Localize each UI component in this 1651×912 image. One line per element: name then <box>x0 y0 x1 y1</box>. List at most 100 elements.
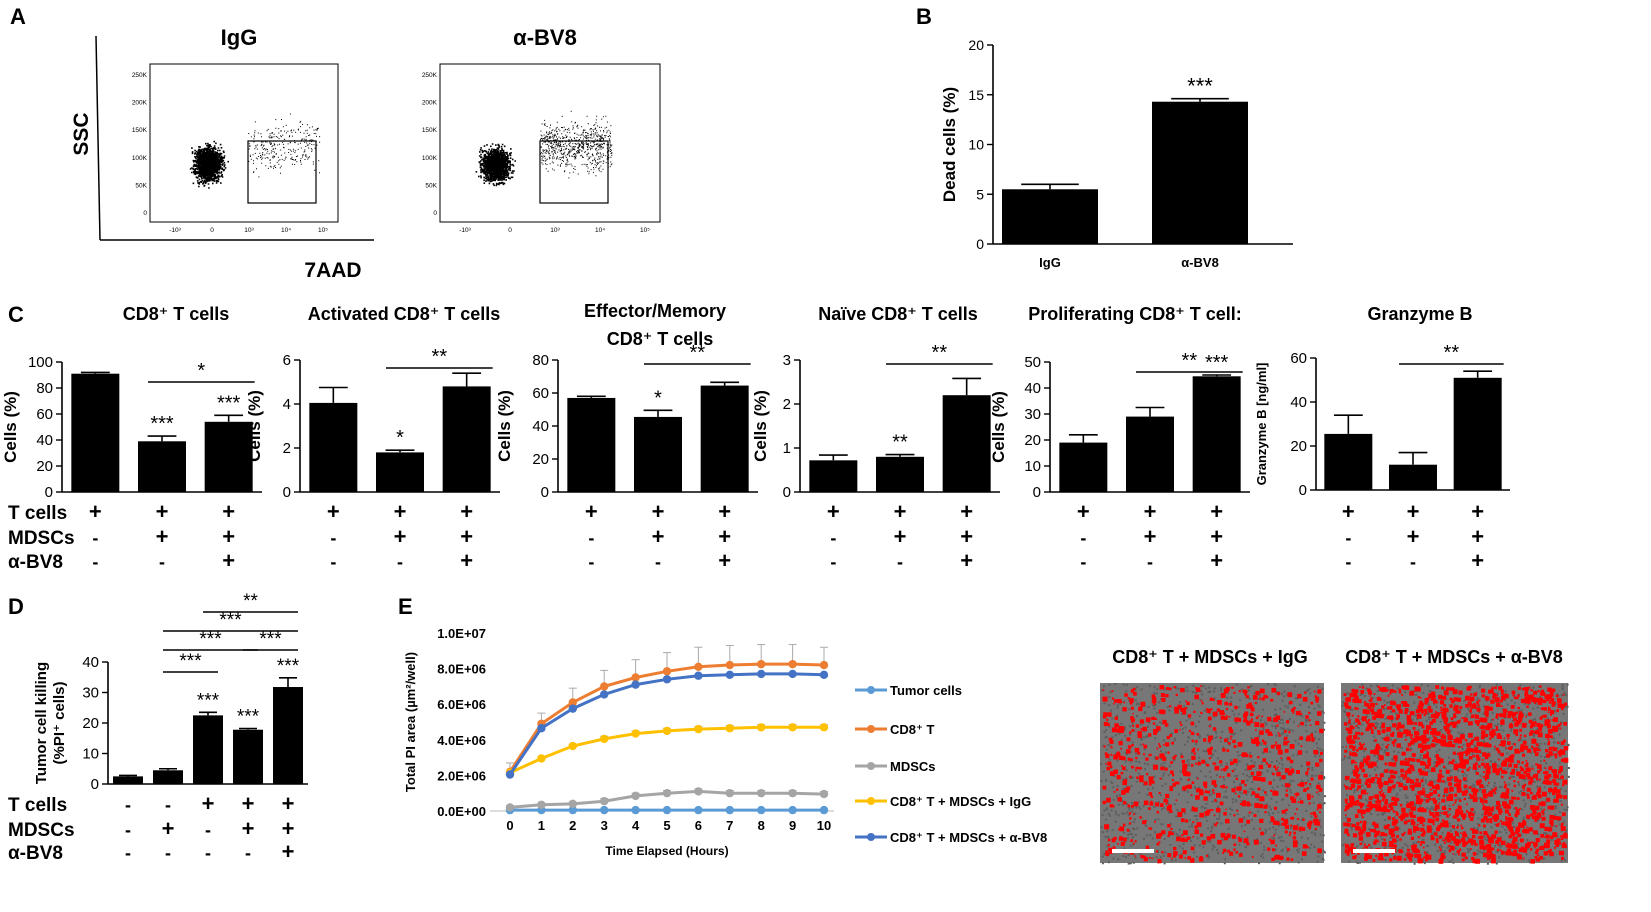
image-title: CD8⁺ T + MDSCs + α-BV8 <box>1345 647 1563 667</box>
panel-a-x-label: 7AAD <box>304 259 361 282</box>
treatment-sign: + <box>652 524 665 549</box>
significance-stars: *** <box>197 690 220 711</box>
treatment-label: T cells <box>8 503 67 524</box>
y-tick-label: 80 <box>532 352 549 369</box>
treatment-sign: + <box>1210 499 1223 524</box>
bracket-stars: ** <box>1444 342 1460 364</box>
data-point <box>819 805 829 815</box>
scatter-xtick: 10⁵ <box>318 227 328 234</box>
chart-title-C3: Effector/Memory <box>584 301 726 321</box>
bracket-stars: *** <box>199 629 222 650</box>
dead-cell-gate <box>247 140 317 204</box>
data-point <box>568 805 577 815</box>
chart-title-C2: Activated CD8⁺ T cells <box>308 304 501 324</box>
line-chart-E: 0.0E+00 2.0E+06 4.0E+06 6.0E+06 8.0E+06 1.0E+… <box>403 626 834 858</box>
scatter-ytick: 200K <box>132 100 148 107</box>
y-axis-label: Cells (%) <box>751 390 770 462</box>
y-axis-label: Dead cells (%) <box>940 87 959 202</box>
scatter-ytick: 50K <box>135 182 147 189</box>
chart-subtitle-C3: CD8⁺ T cells <box>607 329 714 349</box>
y-tick-label: 2 <box>783 396 791 413</box>
data-point <box>757 805 766 815</box>
y-tick-label: 20 <box>36 458 53 475</box>
y-tick-label: 2.0E+06 <box>437 768 486 783</box>
x-tick-label: 7 <box>726 818 733 833</box>
treatment-sign: - <box>588 528 594 548</box>
data-point <box>662 789 672 798</box>
treatment-sign: + <box>718 548 731 573</box>
y-tick-label: 0 <box>1033 484 1041 501</box>
scatter-xtick: 10⁴ <box>595 227 605 234</box>
bracket-stars: ** <box>1182 350 1198 372</box>
significance-stars: * <box>396 427 404 449</box>
data-point <box>631 729 640 738</box>
data-point <box>757 669 766 679</box>
data-point <box>537 754 546 763</box>
scatter-xtick: 10⁴ <box>281 227 291 234</box>
bar-1 <box>634 416 682 492</box>
data-point <box>662 726 672 736</box>
data-point <box>631 791 640 801</box>
y-axis-label: Cells (%) <box>245 390 264 462</box>
y-tick-label: 8.0E+06 <box>437 662 486 677</box>
scatter-xtick: -10³ <box>459 227 471 234</box>
pi-signal <box>1102 685 1324 864</box>
treatment-sign: + <box>162 816 175 841</box>
bracket-stars: ** <box>243 591 258 612</box>
legend-label: Tumor cells <box>890 683 962 698</box>
data-point <box>662 675 672 684</box>
scale-bar <box>1112 849 1154 853</box>
data-point <box>631 673 640 682</box>
treatment-sign: + <box>89 499 102 524</box>
series-2 <box>505 787 829 812</box>
image-title: CD8⁺ T + MDSCs + IgG <box>1112 647 1308 667</box>
treatment-sign: - <box>245 843 251 863</box>
x-tick-label: 0 <box>506 818 513 833</box>
scatter-ytick: 250K <box>132 72 148 79</box>
data-point <box>631 805 640 815</box>
y-tick-label: 6 <box>283 352 291 369</box>
treatment-sign: + <box>282 816 295 841</box>
data-point <box>694 805 703 815</box>
significance-stars: * <box>654 387 662 409</box>
x-tick-label: α-BV8 <box>1181 255 1219 270</box>
data-point <box>788 659 797 669</box>
pi-signal <box>1343 685 1569 864</box>
treatment-sign: + <box>202 791 215 816</box>
data-point <box>600 690 609 699</box>
y-tick-label: 30 <box>82 685 99 702</box>
treatment-sign: + <box>1210 524 1223 549</box>
panel-a-flow: SSC 7AAD IgG 250K 200K 150K 100K 50K 0 -10³ 0 10³ 10… <box>70 25 661 282</box>
data-point <box>788 805 797 815</box>
significance-stars: *** <box>1187 74 1213 99</box>
bracket-stars: ** <box>432 346 448 368</box>
treatment-sign: + <box>1144 524 1157 549</box>
treatment-sign: + <box>827 499 840 524</box>
significance-stars: *** <box>277 656 300 677</box>
data-point <box>788 789 797 798</box>
panel-a-y-label: SSC <box>70 112 93 155</box>
data-point <box>568 799 577 809</box>
scatter-xtick: 10³ <box>550 227 560 234</box>
y-tick-label: 4.0E+06 <box>437 733 486 748</box>
treatment-sign: + <box>460 548 473 573</box>
treatment-sign: + <box>1407 524 1420 549</box>
treatment-sign: - <box>330 528 336 548</box>
microscopy-image-0: CD8⁺ T + MDSCs + IgG <box>1100 647 1326 865</box>
treatment-sign: + <box>960 499 973 524</box>
y-tick-label: 40 <box>1290 394 1307 411</box>
bar-0 <box>809 460 858 492</box>
bar-1 <box>1126 416 1174 492</box>
y-tick-label: 30 <box>1024 406 1041 423</box>
bar-2 <box>700 385 749 492</box>
bar-0 <box>309 402 358 492</box>
treatment-sign: - <box>1345 552 1351 572</box>
legend-label: MDSCs <box>890 759 936 774</box>
data-point <box>819 670 829 680</box>
panel-label-A: A <box>10 4 26 29</box>
treatment-sign: + <box>222 524 235 549</box>
image-texture <box>1100 683 1326 865</box>
y-tick-label: 60 <box>1290 350 1307 367</box>
bar-2 <box>442 386 491 492</box>
data-point <box>600 797 609 806</box>
